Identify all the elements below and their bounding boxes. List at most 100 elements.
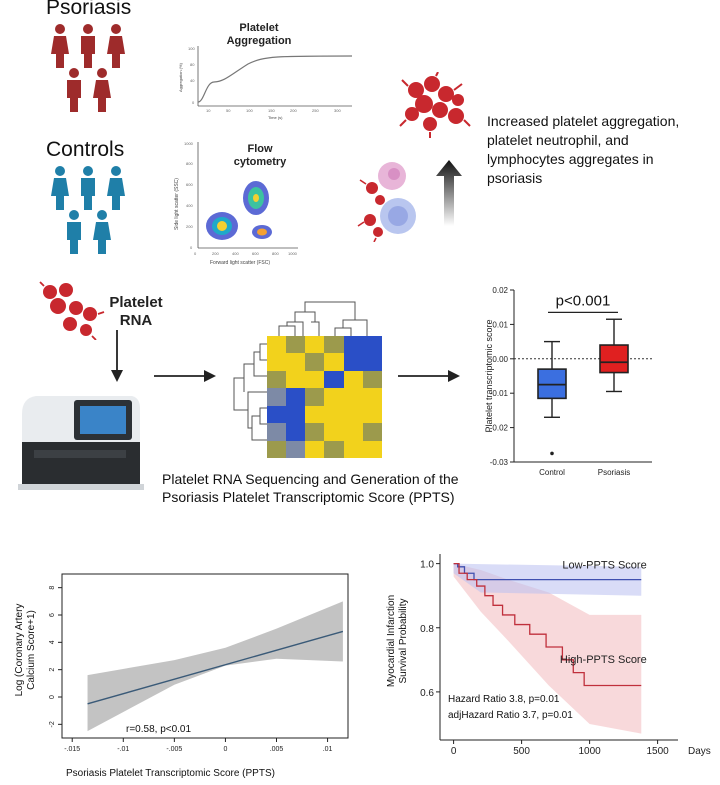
y-tick-label: 0.6 — [420, 688, 434, 699]
heatmap-cell — [286, 423, 306, 441]
x-tick-label: .01 — [323, 746, 333, 753]
heatmap-cell — [286, 440, 306, 458]
column-dendrogram — [278, 301, 368, 336]
x-tick-label: -.015 — [64, 746, 80, 753]
heatmap-cell — [362, 388, 382, 406]
svg-text:800: 800 — [186, 161, 193, 166]
x-tick-label: Control — [539, 468, 565, 477]
svg-text:100: 100 — [188, 46, 195, 51]
flow-x-label: Forward light scatter (FSC) — [210, 260, 270, 266]
up-arrow-icon — [436, 160, 462, 226]
heatmap-cell — [343, 370, 363, 389]
heatmap-cell — [362, 405, 382, 424]
x-axis-label: Days — [688, 746, 711, 757]
heatmap-cell — [362, 353, 382, 371]
heatmap-cell — [267, 405, 287, 424]
svg-text:1000: 1000 — [288, 251, 298, 256]
svg-text:800: 800 — [272, 251, 279, 256]
heatmap-cell — [362, 370, 382, 389]
heatmap-cell — [305, 423, 325, 441]
y-tick-label: 0.02 — [492, 286, 508, 295]
aggregation-title: Platelet Aggregation — [226, 22, 292, 47]
heatmap-cell — [305, 405, 325, 424]
y-tick-label: 6 — [49, 613, 56, 617]
heatmap-cell — [305, 353, 325, 371]
platelet-rna-label: Platelet RNA — [109, 294, 163, 329]
heatmap-cell — [267, 370, 287, 389]
svg-text:1000: 1000 — [184, 141, 194, 146]
svg-text:400: 400 — [186, 203, 193, 208]
y-tick-label: 4 — [49, 640, 56, 644]
confidence-band — [87, 601, 343, 732]
heatmap-cell — [324, 353, 344, 371]
regression-chart: -.015 -.01 -.005 0 .005 .01 8 6 4 2 0 -2 r=0.58, p<0… — [14, 573, 349, 779]
y-tick-label: 0 — [49, 695, 56, 699]
heatmap-cell — [324, 336, 344, 354]
heatmap-cell — [267, 423, 287, 441]
heatmap-cell — [286, 370, 306, 389]
svg-text:200: 200 — [212, 251, 219, 256]
boxplot-chart: 0.02 0.01 0.00 -0.01 -0.02 -0.03 Control Psoria… — [484, 286, 652, 477]
heatmap-cell — [324, 405, 344, 424]
svg-text:80: 80 — [190, 62, 195, 67]
heatmap-cell — [305, 336, 325, 354]
y-tick-label: 0.00 — [492, 355, 508, 364]
svg-text:600: 600 — [186, 182, 193, 187]
heatmap-cell — [343, 388, 363, 406]
heatmap-cell — [324, 388, 344, 406]
svg-text:10: 10 — [206, 108, 211, 113]
x-axis-label: Psoriasis Platelet Transcriptomic Score … — [66, 768, 275, 779]
heatmap-cell — [267, 388, 287, 406]
x-tick-label: 1000 — [578, 746, 601, 757]
heatmap-cell — [343, 336, 363, 354]
psoriasis-people-icon — [51, 24, 125, 112]
sequencing-caption: Platelet RNA Sequencing and Generation o… — [162, 471, 459, 505]
heatmap-cell — [362, 423, 382, 441]
high-ppts-label: High-PPTS Score — [560, 654, 647, 666]
x-tick-label: 1500 — [646, 746, 669, 757]
platelet-leukocyte-aggregate-icon — [357, 162, 416, 242]
box-outlier — [550, 451, 554, 456]
survival-chart: Low-PPTS Score High-PPTS Score 0 500 1000 150… — [386, 554, 711, 757]
platelet-rna-icon — [39, 281, 105, 340]
x-tick-label: Psoriasis — [598, 468, 630, 477]
svg-text:100: 100 — [246, 108, 253, 113]
y-tick-label: 0.01 — [492, 320, 508, 329]
y-tick-label: -0.03 — [490, 458, 509, 467]
y-tick-label: -2 — [49, 721, 56, 727]
controls-people-icon — [51, 166, 125, 254]
heatmap-cell — [267, 336, 287, 354]
svg-text:600: 600 — [252, 251, 259, 256]
y-tick-label: 1.0 — [420, 560, 434, 571]
heatmap-cell — [343, 353, 363, 371]
heatmap-cell — [286, 336, 306, 354]
right-arrow-icon-2 — [398, 370, 460, 382]
heatmap-cell — [267, 353, 287, 371]
y-tick-label: 8 — [49, 586, 56, 590]
heatmap-cell — [324, 423, 344, 441]
heatmap-cell — [324, 440, 344, 458]
heatmap-grid — [267, 336, 382, 458]
finding-text: Increased platelet aggregation, platelet… — [487, 113, 680, 186]
heatmap-cell — [286, 388, 306, 406]
sequencer-icon — [18, 396, 144, 490]
flow-y-label: Side light scatter (SSC) — [174, 178, 180, 230]
heatmap-cell — [343, 423, 363, 441]
fit-line — [87, 630, 344, 705]
heatmap-cell — [362, 440, 382, 458]
platelet-cluster-icon — [399, 72, 471, 138]
y-tick-label: -0.02 — [490, 424, 509, 433]
heatmap-cell — [343, 440, 363, 458]
svg-text:0: 0 — [192, 100, 195, 105]
svg-text:200: 200 — [186, 224, 193, 229]
right-arrow-icon-1 — [154, 370, 216, 382]
heatmap — [233, 301, 368, 441]
heatmap-cell — [343, 405, 363, 424]
heatmap-cell — [286, 405, 306, 424]
x-tick-label: -.01 — [117, 746, 129, 753]
hazard-ratio-annotation: Hazard Ratio 3.8, p=0.01 — [448, 694, 560, 705]
flow-cytometry-chart: 0 200 400 600 800 1000 0 200 400 600 800… — [174, 141, 298, 266]
x-tick-label: -.005 — [166, 746, 182, 753]
x-tick-label: 0 — [223, 746, 227, 753]
svg-text:40: 40 — [190, 78, 195, 83]
